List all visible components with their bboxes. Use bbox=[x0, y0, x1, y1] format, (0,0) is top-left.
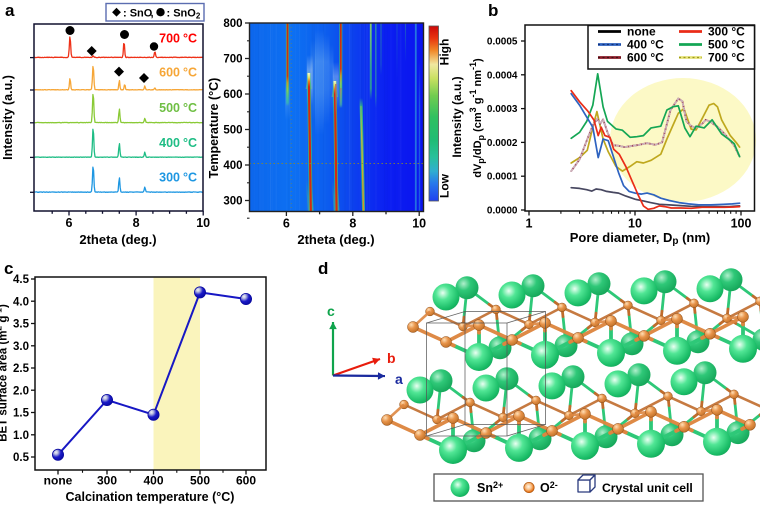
svg-text:Crystal unit cell: Crystal unit cell bbox=[602, 481, 693, 495]
svg-text:1.5: 1.5 bbox=[13, 408, 30, 420]
svg-text:BET surface area (m2 g-1): BET surface area (m2 g-1) bbox=[0, 304, 10, 442]
svg-text:700 °C: 700 °C bbox=[708, 51, 745, 65]
svg-text:500: 500 bbox=[190, 474, 210, 488]
svg-text:: SnO2: : SnO2 bbox=[167, 7, 201, 20]
svg-text:600: 600 bbox=[236, 474, 256, 488]
svg-text:0.0001: 0.0001 bbox=[487, 172, 518, 183]
svg-text:6: 6 bbox=[283, 217, 290, 231]
svg-text:b: b bbox=[488, 1, 498, 20]
svg-text:8: 8 bbox=[349, 217, 356, 231]
svg-text:3.0: 3.0 bbox=[13, 341, 29, 353]
svg-text:°C: °C bbox=[183, 101, 197, 115]
svg-text:300: 300 bbox=[159, 171, 180, 185]
svg-text:3.5: 3.5 bbox=[13, 319, 30, 331]
svg-text:0.0002: 0.0002 bbox=[487, 138, 518, 149]
svg-text:a: a bbox=[395, 371, 403, 387]
svg-text:: SnO: : SnO bbox=[123, 7, 153, 19]
svg-text:2theta (deg.): 2theta (deg.) bbox=[297, 232, 374, 247]
svg-text:2theta (deg.): 2theta (deg.) bbox=[79, 232, 156, 247]
svg-text:700: 700 bbox=[159, 32, 180, 46]
svg-text:1.0: 1.0 bbox=[13, 430, 29, 442]
svg-text:500: 500 bbox=[223, 125, 242, 137]
svg-text:4.0: 4.0 bbox=[13, 296, 29, 308]
svg-text:600 °C: 600 °C bbox=[627, 51, 664, 65]
svg-text:600: 600 bbox=[159, 66, 180, 80]
svg-text:Pore diameter, Dp (nm): Pore diameter, Dp (nm) bbox=[570, 230, 711, 247]
svg-text:a: a bbox=[5, 1, 15, 20]
svg-text:400: 400 bbox=[223, 160, 242, 172]
svg-text:Low: Low bbox=[438, 173, 452, 198]
svg-text:High: High bbox=[438, 39, 452, 66]
svg-text:b: b bbox=[387, 350, 396, 366]
svg-text:800: 800 bbox=[223, 18, 242, 30]
svg-text:2.5: 2.5 bbox=[13, 363, 30, 375]
svg-text:300: 300 bbox=[97, 474, 117, 488]
svg-text:10: 10 bbox=[412, 217, 426, 231]
svg-text:4.5: 4.5 bbox=[13, 274, 30, 286]
svg-text:Intensity (a.u.): Intensity (a.u.) bbox=[450, 76, 464, 157]
svg-text:600: 600 bbox=[223, 89, 242, 101]
svg-text:400: 400 bbox=[159, 136, 180, 150]
svg-text:Calcination temperature (°C): Calcination temperature (°C) bbox=[66, 490, 235, 504]
svg-text:1: 1 bbox=[526, 217, 533, 231]
svg-text:,: , bbox=[151, 7, 154, 19]
svg-text:2.0: 2.0 bbox=[13, 385, 29, 397]
svg-text:6: 6 bbox=[66, 216, 73, 230]
svg-text:c: c bbox=[327, 303, 335, 319]
svg-text:500: 500 bbox=[159, 101, 180, 115]
svg-text:300: 300 bbox=[223, 196, 242, 208]
svg-text:°C: °C bbox=[183, 66, 197, 80]
svg-text:0.0000: 0.0000 bbox=[487, 206, 518, 217]
svg-text:700: 700 bbox=[223, 54, 242, 66]
svg-text:d: d bbox=[318, 259, 328, 278]
svg-text:Temperature (°C): Temperature (°C) bbox=[207, 78, 221, 179]
svg-text:0.0003: 0.0003 bbox=[487, 104, 518, 115]
svg-text:0.0005: 0.0005 bbox=[487, 37, 518, 48]
svg-text:0.5: 0.5 bbox=[13, 452, 30, 464]
svg-text:500 °C: 500 °C bbox=[708, 38, 745, 52]
svg-text:c: c bbox=[4, 259, 13, 278]
svg-text:0.0004: 0.0004 bbox=[487, 70, 518, 81]
svg-text:°C: °C bbox=[183, 32, 197, 46]
svg-text:none: none bbox=[627, 25, 656, 39]
svg-text:none: none bbox=[44, 474, 73, 488]
svg-text:300 °C: 300 °C bbox=[708, 25, 745, 39]
svg-text:10: 10 bbox=[628, 217, 642, 231]
svg-text:400: 400 bbox=[143, 474, 163, 488]
svg-text:°C: °C bbox=[183, 171, 197, 185]
svg-text:8: 8 bbox=[133, 216, 140, 230]
svg-text:100: 100 bbox=[731, 217, 752, 231]
svg-text:°C: °C bbox=[183, 136, 197, 150]
svg-text:10: 10 bbox=[196, 216, 210, 230]
svg-text:400 °C: 400 °C bbox=[627, 38, 664, 52]
svg-text:Intensity (a.u.): Intensity (a.u.) bbox=[1, 75, 15, 160]
